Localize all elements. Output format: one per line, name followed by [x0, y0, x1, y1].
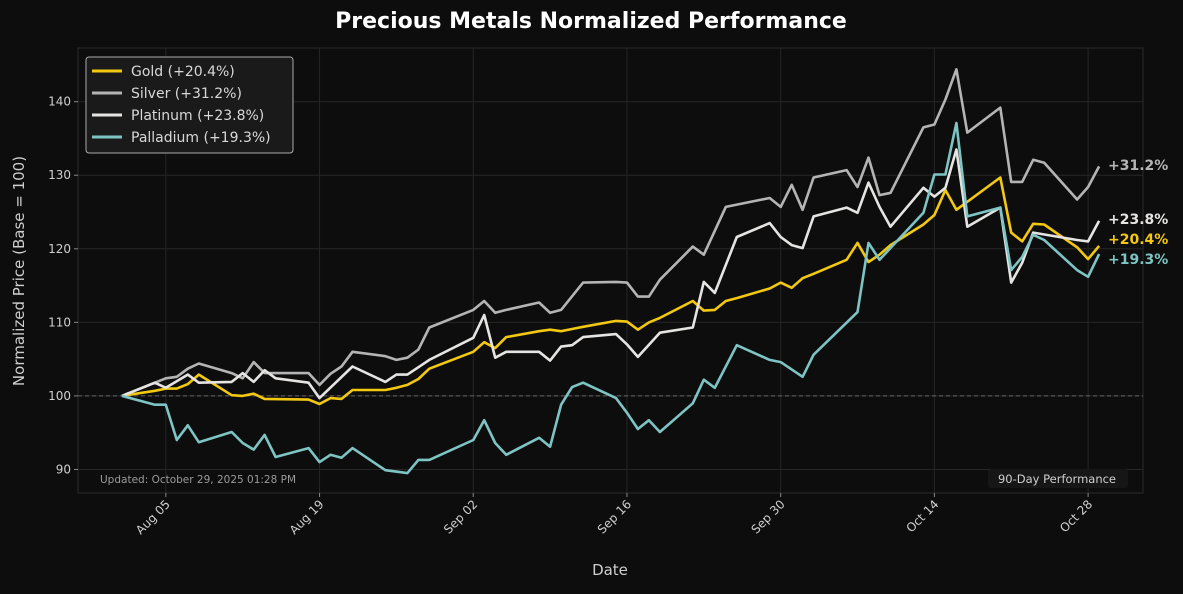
updated-annotation: Updated: October 29, 2025 01:28 PM: [100, 474, 296, 486]
series-line-silver: [121, 68, 1101, 398]
end-label-palladium: +19.3%: [1108, 252, 1168, 268]
legend-entry: Palladium (+19.3%): [131, 130, 271, 146]
series-line-palladium: [121, 121, 1101, 475]
legend-box: [85, 56, 294, 154]
y-tick-label: 100: [48, 389, 71, 403]
y-tick-label: 140: [48, 95, 71, 109]
series-line-gold: [121, 176, 1101, 406]
end-label-platinum: +23.8%: [1108, 212, 1168, 228]
end-label-silver: +31.2%: [1108, 158, 1168, 174]
legend-entry: Platinum (+23.8%): [131, 108, 264, 124]
series-lines: [121, 68, 1101, 475]
x-axis-label: Date: [592, 561, 628, 579]
y-axis-label: Normalized Price (Base = 100): [10, 156, 28, 386]
y-tick-label: 90: [56, 462, 71, 476]
legend-entry: Silver (+31.2%): [131, 86, 242, 102]
chart-title: Precious Metals Normalized Performance: [335, 9, 847, 34]
end-label-gold: +20.4%: [1108, 232, 1168, 248]
period-annotation: 90-Day Performance: [998, 472, 1116, 486]
period-badge: [988, 469, 1128, 488]
y-tick-label: 130: [48, 168, 71, 182]
legend-entry: Gold (+20.4%): [131, 64, 235, 80]
end-labels: +20.4% +31.2% +23.8% +19.3%: [1108, 158, 1168, 268]
series-line-platinum: [121, 148, 1101, 400]
y-tick-label: 120: [48, 242, 71, 256]
legend: Gold (+20.4%) Silver (+31.2%) Platinum (+2…: [85, 56, 294, 154]
y-tick-label: 110: [48, 315, 71, 329]
